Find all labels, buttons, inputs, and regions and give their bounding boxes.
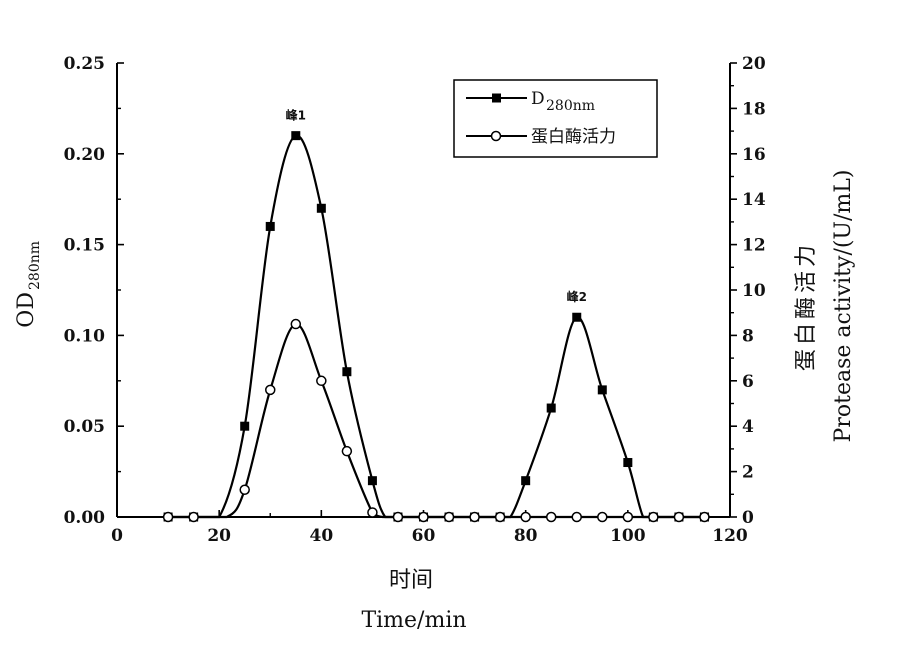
protease-point (469, 511, 480, 523)
peak-label: 峰2 (567, 289, 587, 304)
y-left-tick-label: 0.25 (64, 54, 105, 74)
y-right-tick-label: 0 (742, 508, 754, 528)
legend-d280-label: D (531, 89, 545, 109)
y-right-tick-label: 16 (742, 145, 766, 165)
protease-point (699, 511, 710, 523)
y-left-tick-label: 0.05 (64, 417, 105, 437)
y-left-axis-title-sub: 280nm (27, 241, 43, 290)
x-tick-label: 60 (412, 526, 436, 546)
d280-point (367, 476, 377, 486)
legend-d280-marker (492, 93, 501, 103)
legend-box (453, 79, 658, 158)
d280-point (342, 367, 352, 377)
protease-point (367, 507, 378, 518)
x-tick-label: 120 (712, 526, 748, 546)
d280-point (572, 312, 582, 322)
x-tick-label: 100 (610, 526, 646, 546)
y-right-axis-title-cn-text: 蛋白酶活力 (794, 241, 819, 371)
d280-point (597, 385, 607, 395)
x-axis-title-en: Time/min (361, 608, 466, 633)
d280-point (291, 131, 301, 141)
legend-protease-marker (490, 130, 502, 142)
x-axis-title-cn: 时间 (389, 568, 433, 593)
protease-point (265, 384, 276, 396)
legend: D 280nm 蛋白酶活力 (453, 79, 658, 158)
y-left-axis-title-main: OD (14, 292, 39, 328)
peak-label: 峰1 (286, 108, 306, 123)
y-right-axis-title-en-text: Protease activity/(U/mL) (831, 170, 856, 443)
protease-point (162, 511, 174, 523)
markers-layer (162, 131, 710, 523)
y-right-tick-label: 10 (742, 281, 766, 301)
protease-point (290, 318, 302, 330)
y-left-tick-label: 0.00 (64, 508, 106, 528)
y-right-tick-label: 12 (742, 236, 766, 256)
y-left-tick-label: 0.20 (64, 145, 106, 165)
protease-point (316, 375, 327, 387)
protease-point (520, 511, 531, 523)
y-right-axis-title-cn: 蛋白酶活力 (794, 241, 819, 371)
protease-point (571, 511, 582, 523)
protease-point (392, 511, 404, 523)
d280-point (546, 403, 556, 413)
protease-point (597, 511, 608, 523)
protease-point (648, 511, 659, 523)
y-right-tick-label: 6 (742, 372, 754, 392)
d280-point (521, 476, 531, 486)
y-right-axis-title-en: Protease activity/(U/mL) (831, 170, 856, 443)
protease-point (545, 511, 557, 523)
x-tick-label: 80 (514, 526, 538, 546)
protease-point (622, 511, 634, 523)
y-right-tick-label: 2 (742, 463, 754, 483)
protease-point (239, 484, 250, 496)
x-tick-label: 0 (111, 526, 123, 546)
protease-point (494, 511, 506, 523)
d280-point (240, 421, 250, 431)
y-right-tick-label: 18 (742, 99, 766, 119)
legend-protease-label: 蛋白酶活力 (531, 127, 616, 147)
protease-point (341, 445, 353, 457)
y-right-tick-label: 4 (742, 417, 754, 437)
y-right-tick-label: 8 (742, 326, 754, 346)
d280-point (265, 221, 275, 231)
x-tick-label: 40 (309, 526, 333, 546)
protease-point (443, 511, 455, 523)
y-right-tick-label: 14 (742, 190, 766, 210)
text-layer: 0 20 40 60 80 100 120 0.00 0.05 0.10 0.15 0.20 0.25 0… (14, 54, 856, 633)
y-right-tick-label: 20 (742, 54, 766, 74)
d280-point (623, 458, 633, 468)
x-tick-label: 20 (207, 526, 231, 546)
protease-point (188, 511, 199, 523)
legend-d280-label-sub: 280nm (546, 98, 595, 114)
y-left-axis-title: OD 280nm (14, 241, 43, 328)
d280-point (316, 203, 326, 213)
protease-point (673, 511, 685, 523)
y-left-tick-label: 0.15 (64, 236, 105, 256)
y-left-tick-label: 0.10 (64, 326, 106, 346)
protease-point (418, 511, 429, 523)
